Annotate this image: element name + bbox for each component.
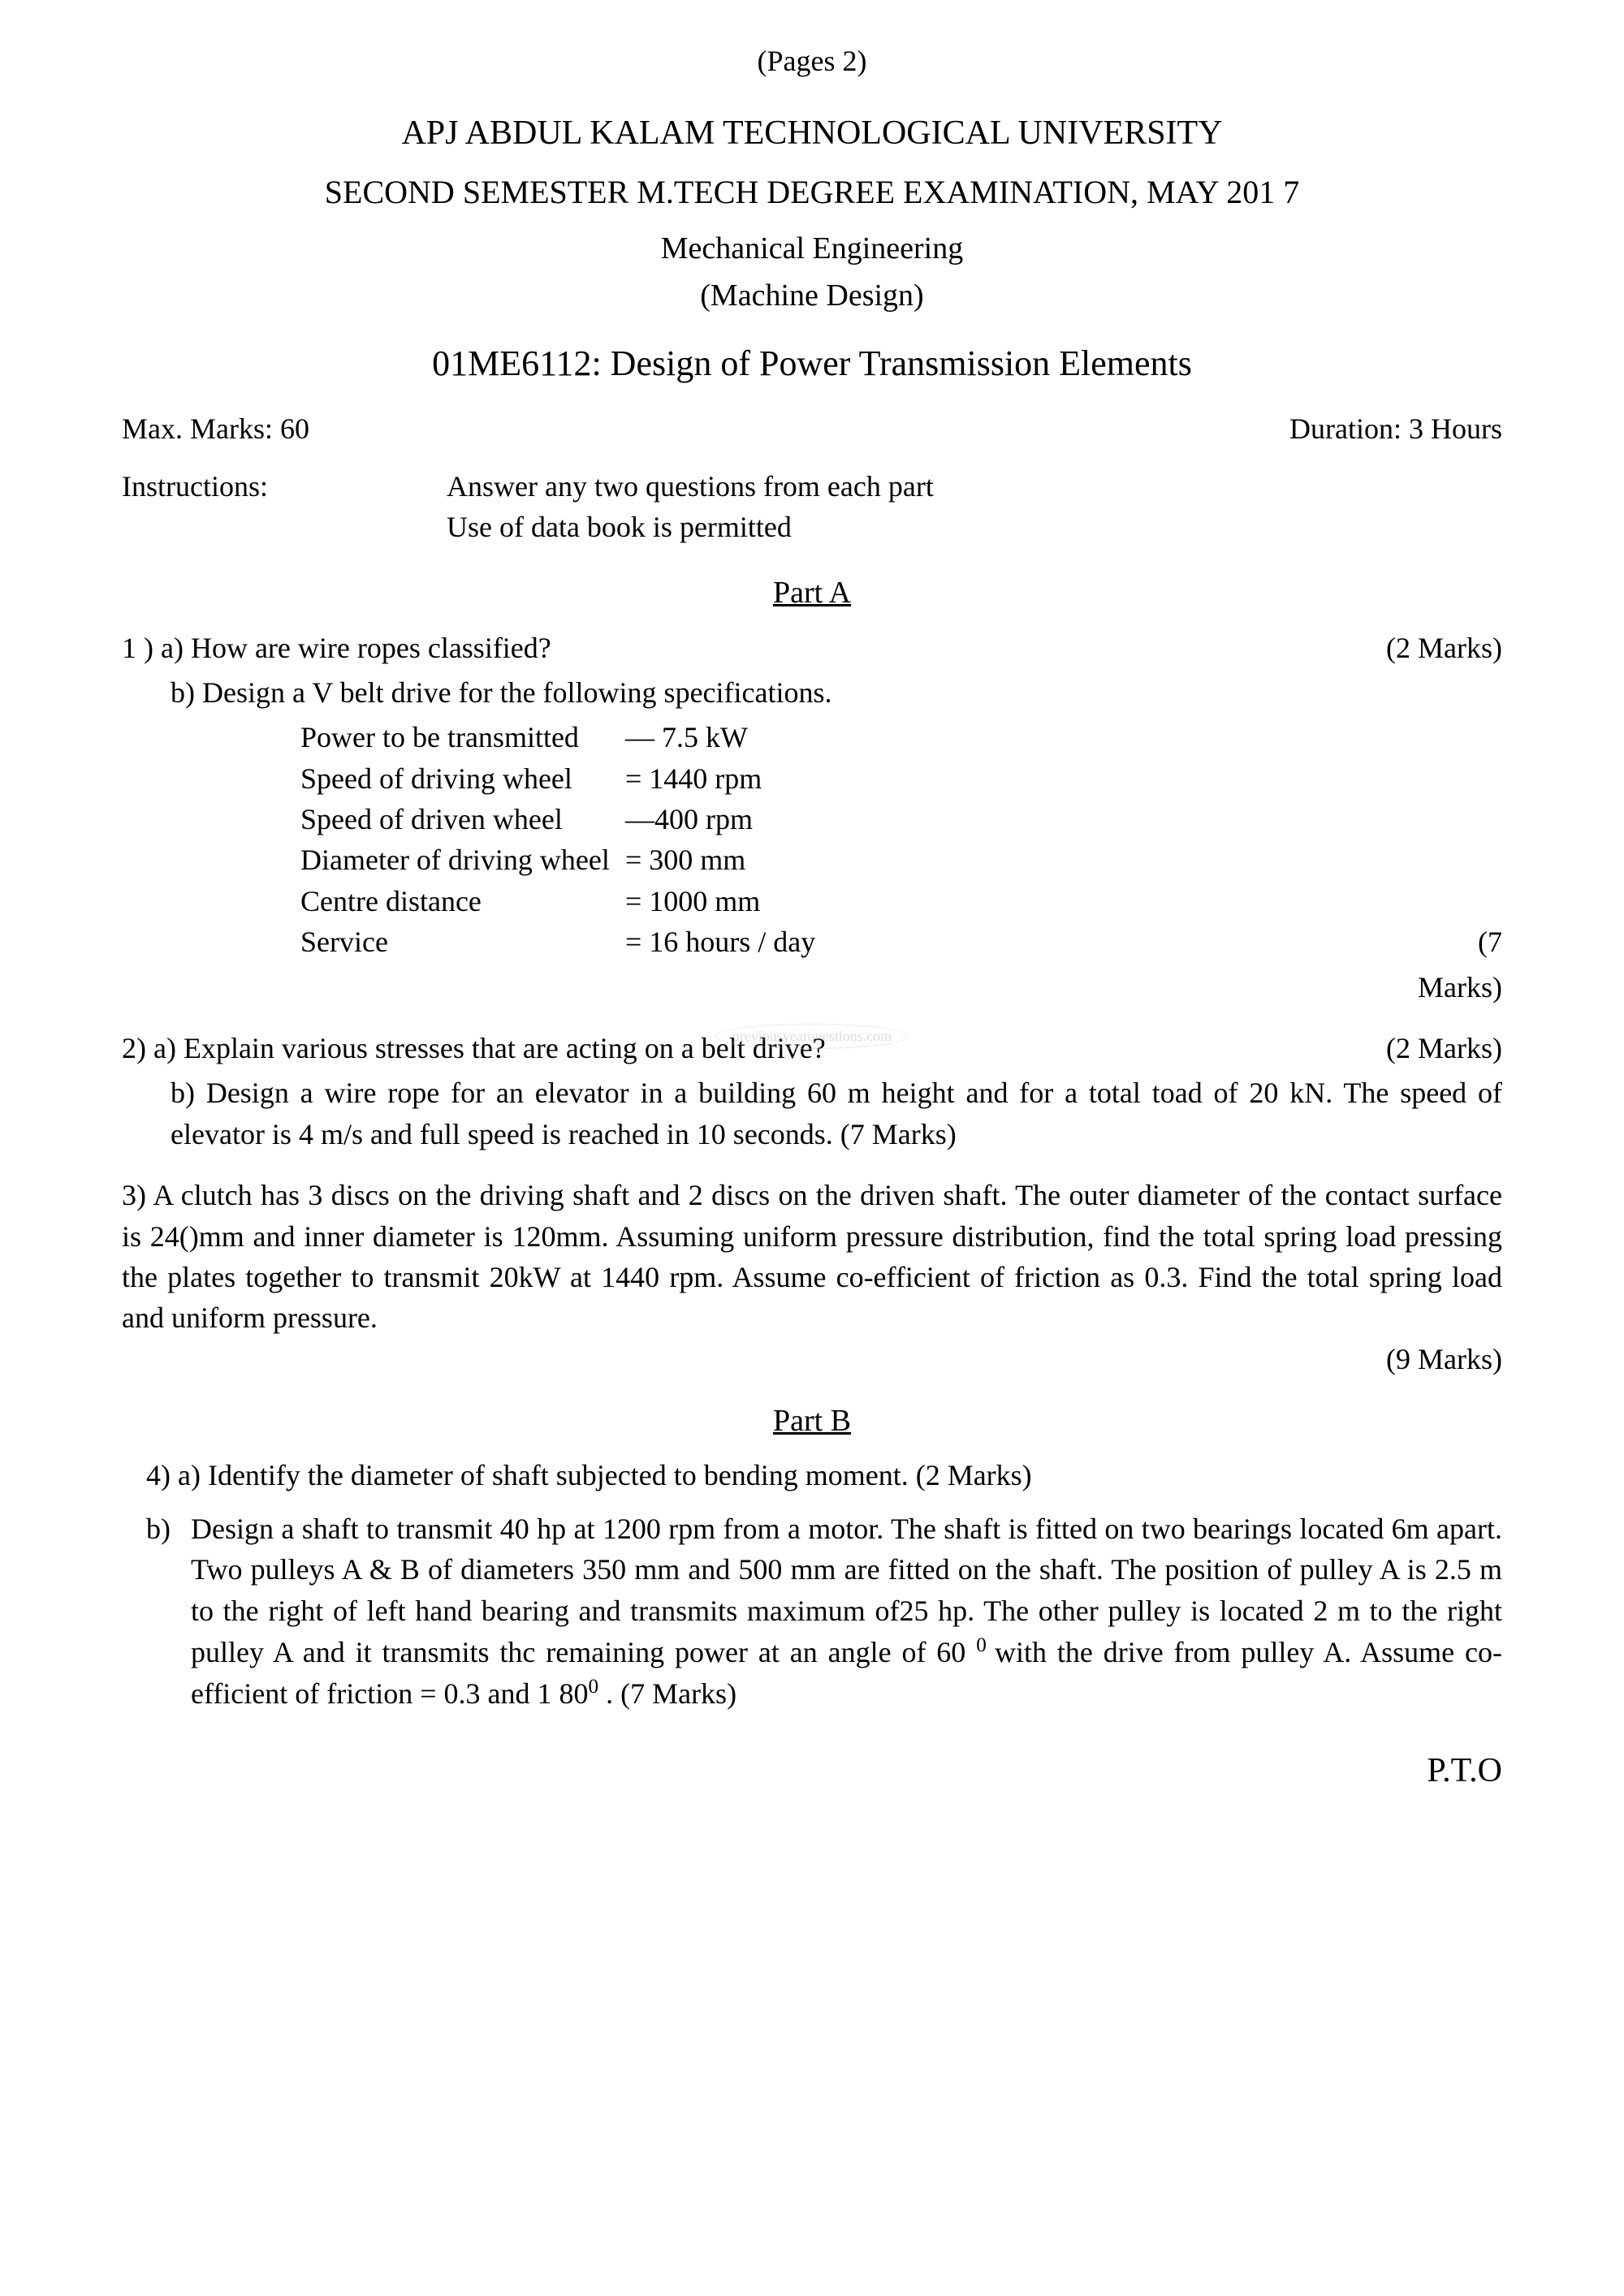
- duration: Duration: 3 Hours: [1289, 408, 1502, 449]
- q1a-marks: (2 Marks): [1386, 628, 1502, 668]
- q1b-marks-part2: Marks): [300, 967, 1502, 1008]
- page-count-header: (Pages 2): [122, 41, 1502, 81]
- exam-title: SECOND SEMESTER M.TECH DEGREE EXAMINATIO…: [122, 170, 1502, 215]
- spec-label: Speed of driving wheel: [300, 758, 625, 799]
- q4b-text: Design a shaft to transmit 40 hp at 1200…: [191, 1508, 1502, 1715]
- spec-label: Service: [300, 921, 625, 962]
- q4b-label: b): [146, 1508, 191, 1715]
- instructions-line2: Use of data book is permitted: [447, 507, 1502, 547]
- spec-value: = 300 mm: [625, 839, 1502, 880]
- spec-value: = 1000 mm: [625, 881, 1502, 921]
- spec-label: Centre distance: [300, 881, 625, 921]
- instructions-label: Instructions:: [122, 466, 447, 548]
- instructions-row: Instructions: Answer any two questions f…: [122, 466, 1502, 548]
- q1a-text: 1 ) a) How are wire ropes classified?: [122, 628, 1354, 668]
- q2a-marks: (2 Marks): [1386, 1028, 1502, 1068]
- q1b-text: b) Design a V belt drive for the followi…: [171, 672, 1502, 713]
- spec-row: Centre distance = 1000 mm: [300, 881, 1502, 921]
- spec-row: Diameter of driving wheel = 300 mm: [300, 839, 1502, 880]
- course-title: 01ME6112: Design of Power Transmission E…: [122, 339, 1502, 389]
- meta-row: Max. Marks: 60 Duration: 3 Hours: [122, 408, 1502, 449]
- pto-label: P.T.O: [122, 1747, 1502, 1795]
- q4a-text: 4) a) Identify the diameter of shaft sub…: [146, 1455, 1502, 1495]
- question-2: previousyearquestions.com 2) a) Explain …: [122, 1028, 1502, 1154]
- q3-text: 3) A clutch has 3 discs on the driving s…: [122, 1175, 1502, 1339]
- spec-value: = 1440 rpm: [625, 758, 1502, 799]
- instructions-text: Answer any two questions from each part …: [447, 466, 1502, 548]
- q1b-marks-part1: (7: [1478, 921, 1502, 962]
- question-3: 3) A clutch has 3 discs on the driving s…: [122, 1175, 1502, 1379]
- spec-row: Speed of driven wheel —400 rpm: [300, 799, 1502, 839]
- department-name: Mechanical Engineering: [122, 227, 1502, 270]
- spec-label: Power to be transmitted: [300, 717, 625, 757]
- university-name: APJ ABDUL KALAM TECHNOLOGICAL UNIVERSITY: [122, 110, 1502, 158]
- question-4: 4) a) Identify the diameter of shaft sub…: [146, 1455, 1502, 1714]
- spec-row: Service = 16 hours / day: [300, 921, 1445, 962]
- spec-value: —400 rpm: [625, 799, 1502, 839]
- spec-value: — 7.5 kW: [625, 717, 1502, 757]
- spec-row: Speed of driving wheel = 1440 rpm: [300, 758, 1502, 799]
- spec-row: Power to be transmitted — 7.5 kW: [300, 717, 1502, 757]
- max-marks: Max. Marks: 60: [122, 408, 309, 449]
- spec-value: = 16 hours / day: [625, 921, 1445, 962]
- q3-marks: (9 Marks): [122, 1339, 1502, 1379]
- spec-label: Speed of driven wheel: [300, 799, 625, 839]
- spec-label: Diameter of driving wheel: [300, 839, 625, 880]
- q2b-text: b) Design a wire rope for an elevator in…: [171, 1072, 1502, 1154]
- spec-table: Power to be transmitted — 7.5 kW Speed o…: [300, 717, 1502, 1008]
- part-a-header: Part A: [122, 572, 1502, 615]
- specialization-name: (Machine Design): [122, 274, 1502, 317]
- question-1: 1 ) a) How are wire ropes classified? (2…: [122, 628, 1502, 1008]
- q2a-text: 2) a) Explain various stresses that are …: [122, 1028, 1354, 1068]
- instructions-line1: Answer any two questions from each part: [447, 466, 1502, 507]
- part-b-header: Part B: [122, 1400, 1502, 1443]
